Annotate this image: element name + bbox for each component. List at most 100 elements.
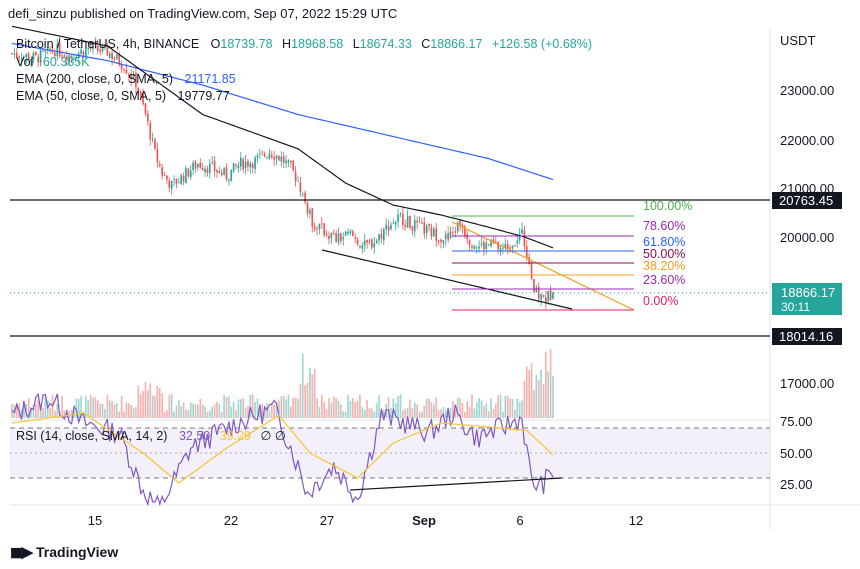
candle-body: [268, 153, 271, 159]
volume-bar: [402, 410, 404, 418]
volume-bar: [361, 407, 364, 418]
candle-body: [282, 156, 285, 163]
volume-bar: [287, 394, 290, 418]
legend-ohlc: Bitcoin / TetherUS, 4h, BINANCE O18739.7…: [16, 37, 592, 51]
legend-c: 18866.17: [430, 37, 482, 51]
candle-body: [108, 53, 111, 58]
volume-bar: [428, 398, 430, 418]
descending-trendline[interactable]: [321, 249, 573, 310]
tradingview-logo[interactable]: ◼▶ TradingView: [10, 543, 118, 561]
candle-body: [170, 180, 173, 190]
volume-bars: [11, 348, 554, 418]
volume-bar: [158, 388, 161, 418]
volume-bar: [216, 401, 218, 418]
volume-bar: [125, 402, 128, 418]
candle-body: [30, 59, 32, 61]
legend-o-label: O: [211, 37, 221, 51]
volume-bar: [494, 403, 497, 418]
volume-bar: [461, 402, 464, 418]
volume-bar: [130, 405, 132, 418]
volume-bar: [39, 404, 42, 418]
candle-body: [313, 226, 316, 230]
volume-bar: [211, 406, 214, 418]
candle-body: [368, 241, 371, 242]
volume-bar: [475, 402, 478, 418]
candle-body: [11, 53, 13, 54]
price-tick-22000: 22000.00: [780, 133, 834, 148]
candle-body: [366, 239, 368, 243]
rsi-trendline[interactable]: [349, 477, 563, 491]
candle-body: [89, 46, 92, 49]
volume-bar: [483, 406, 485, 418]
volume-bar: [452, 400, 454, 418]
volume-bar: [530, 363, 533, 418]
candle-body: [82, 51, 85, 56]
candle-body: [416, 220, 418, 223]
candle-body: [204, 168, 206, 173]
volume-bar: [206, 411, 209, 418]
candle-body: [487, 244, 490, 246]
legend-l-label: L: [353, 37, 360, 51]
candle-body: [247, 160, 249, 167]
candle-body: [311, 208, 314, 227]
candle-body: [187, 168, 190, 177]
candle-body: [309, 210, 311, 214]
volume-bar: [425, 398, 428, 418]
candle-body: [373, 243, 376, 248]
volume-bar: [309, 367, 311, 418]
fib-retracement[interactable]: 100.00% 78.60% 61.80% 50.00% 38.20% 23.6…: [452, 199, 692, 311]
legend-c-label: C: [421, 37, 430, 51]
volume-bar: [533, 390, 535, 418]
volume-bar: [135, 407, 137, 418]
price-tick-17000: 17000.00: [780, 376, 834, 391]
volume-bar: [435, 397, 438, 418]
legend-ema200-value: 21171.85: [185, 72, 236, 86]
legend-change: +126.58 (+0.68%): [492, 37, 592, 51]
candle-body: [411, 226, 414, 231]
volume-bar: [116, 403, 118, 418]
volume-bar: [201, 404, 204, 418]
candle-body: [96, 46, 99, 51]
candle-body: [440, 239, 442, 243]
candle-body: [44, 50, 47, 53]
fib-trendline[interactable]: [451, 221, 635, 311]
volume-bar: [151, 395, 154, 418]
volume-bar: [478, 398, 480, 418]
volume-bar: [254, 401, 256, 418]
candle-body: [542, 295, 545, 297]
candle-body: [235, 164, 237, 167]
candle-body: [494, 241, 497, 243]
ema200-line: [11, 42, 554, 181]
volume-bar: [380, 411, 383, 418]
candle-body: [325, 233, 328, 235]
volume-bar: [447, 411, 449, 418]
volume-bar: [301, 353, 304, 418]
last-price-label-bg: [772, 283, 842, 315]
volume-bar: [101, 403, 104, 418]
volume-bar: [204, 406, 206, 418]
candle-body: [123, 69, 125, 71]
volume-bar: [94, 397, 97, 418]
candle-body: [285, 160, 287, 164]
volume-bar: [85, 395, 87, 418]
candle-body: [68, 54, 71, 62]
candle-body: [199, 162, 202, 168]
candle-body: [299, 182, 302, 193]
candle-body: [533, 278, 535, 292]
volume-bar: [306, 382, 309, 418]
volume-bar: [118, 411, 121, 418]
volume-bar: [499, 394, 502, 418]
candle-body: [463, 226, 466, 236]
volume-bar: [390, 407, 392, 418]
volume-bar: [275, 402, 278, 418]
volume-bar: [416, 404, 418, 418]
candle-body: [266, 157, 268, 158]
candle-body: [149, 122, 152, 140]
candle-body: [232, 163, 235, 172]
volume-bar: [516, 398, 519, 418]
candle-body: [437, 240, 440, 242]
candle-body: [56, 44, 59, 57]
candle-body: [270, 154, 273, 158]
volume-bar: [228, 396, 230, 418]
